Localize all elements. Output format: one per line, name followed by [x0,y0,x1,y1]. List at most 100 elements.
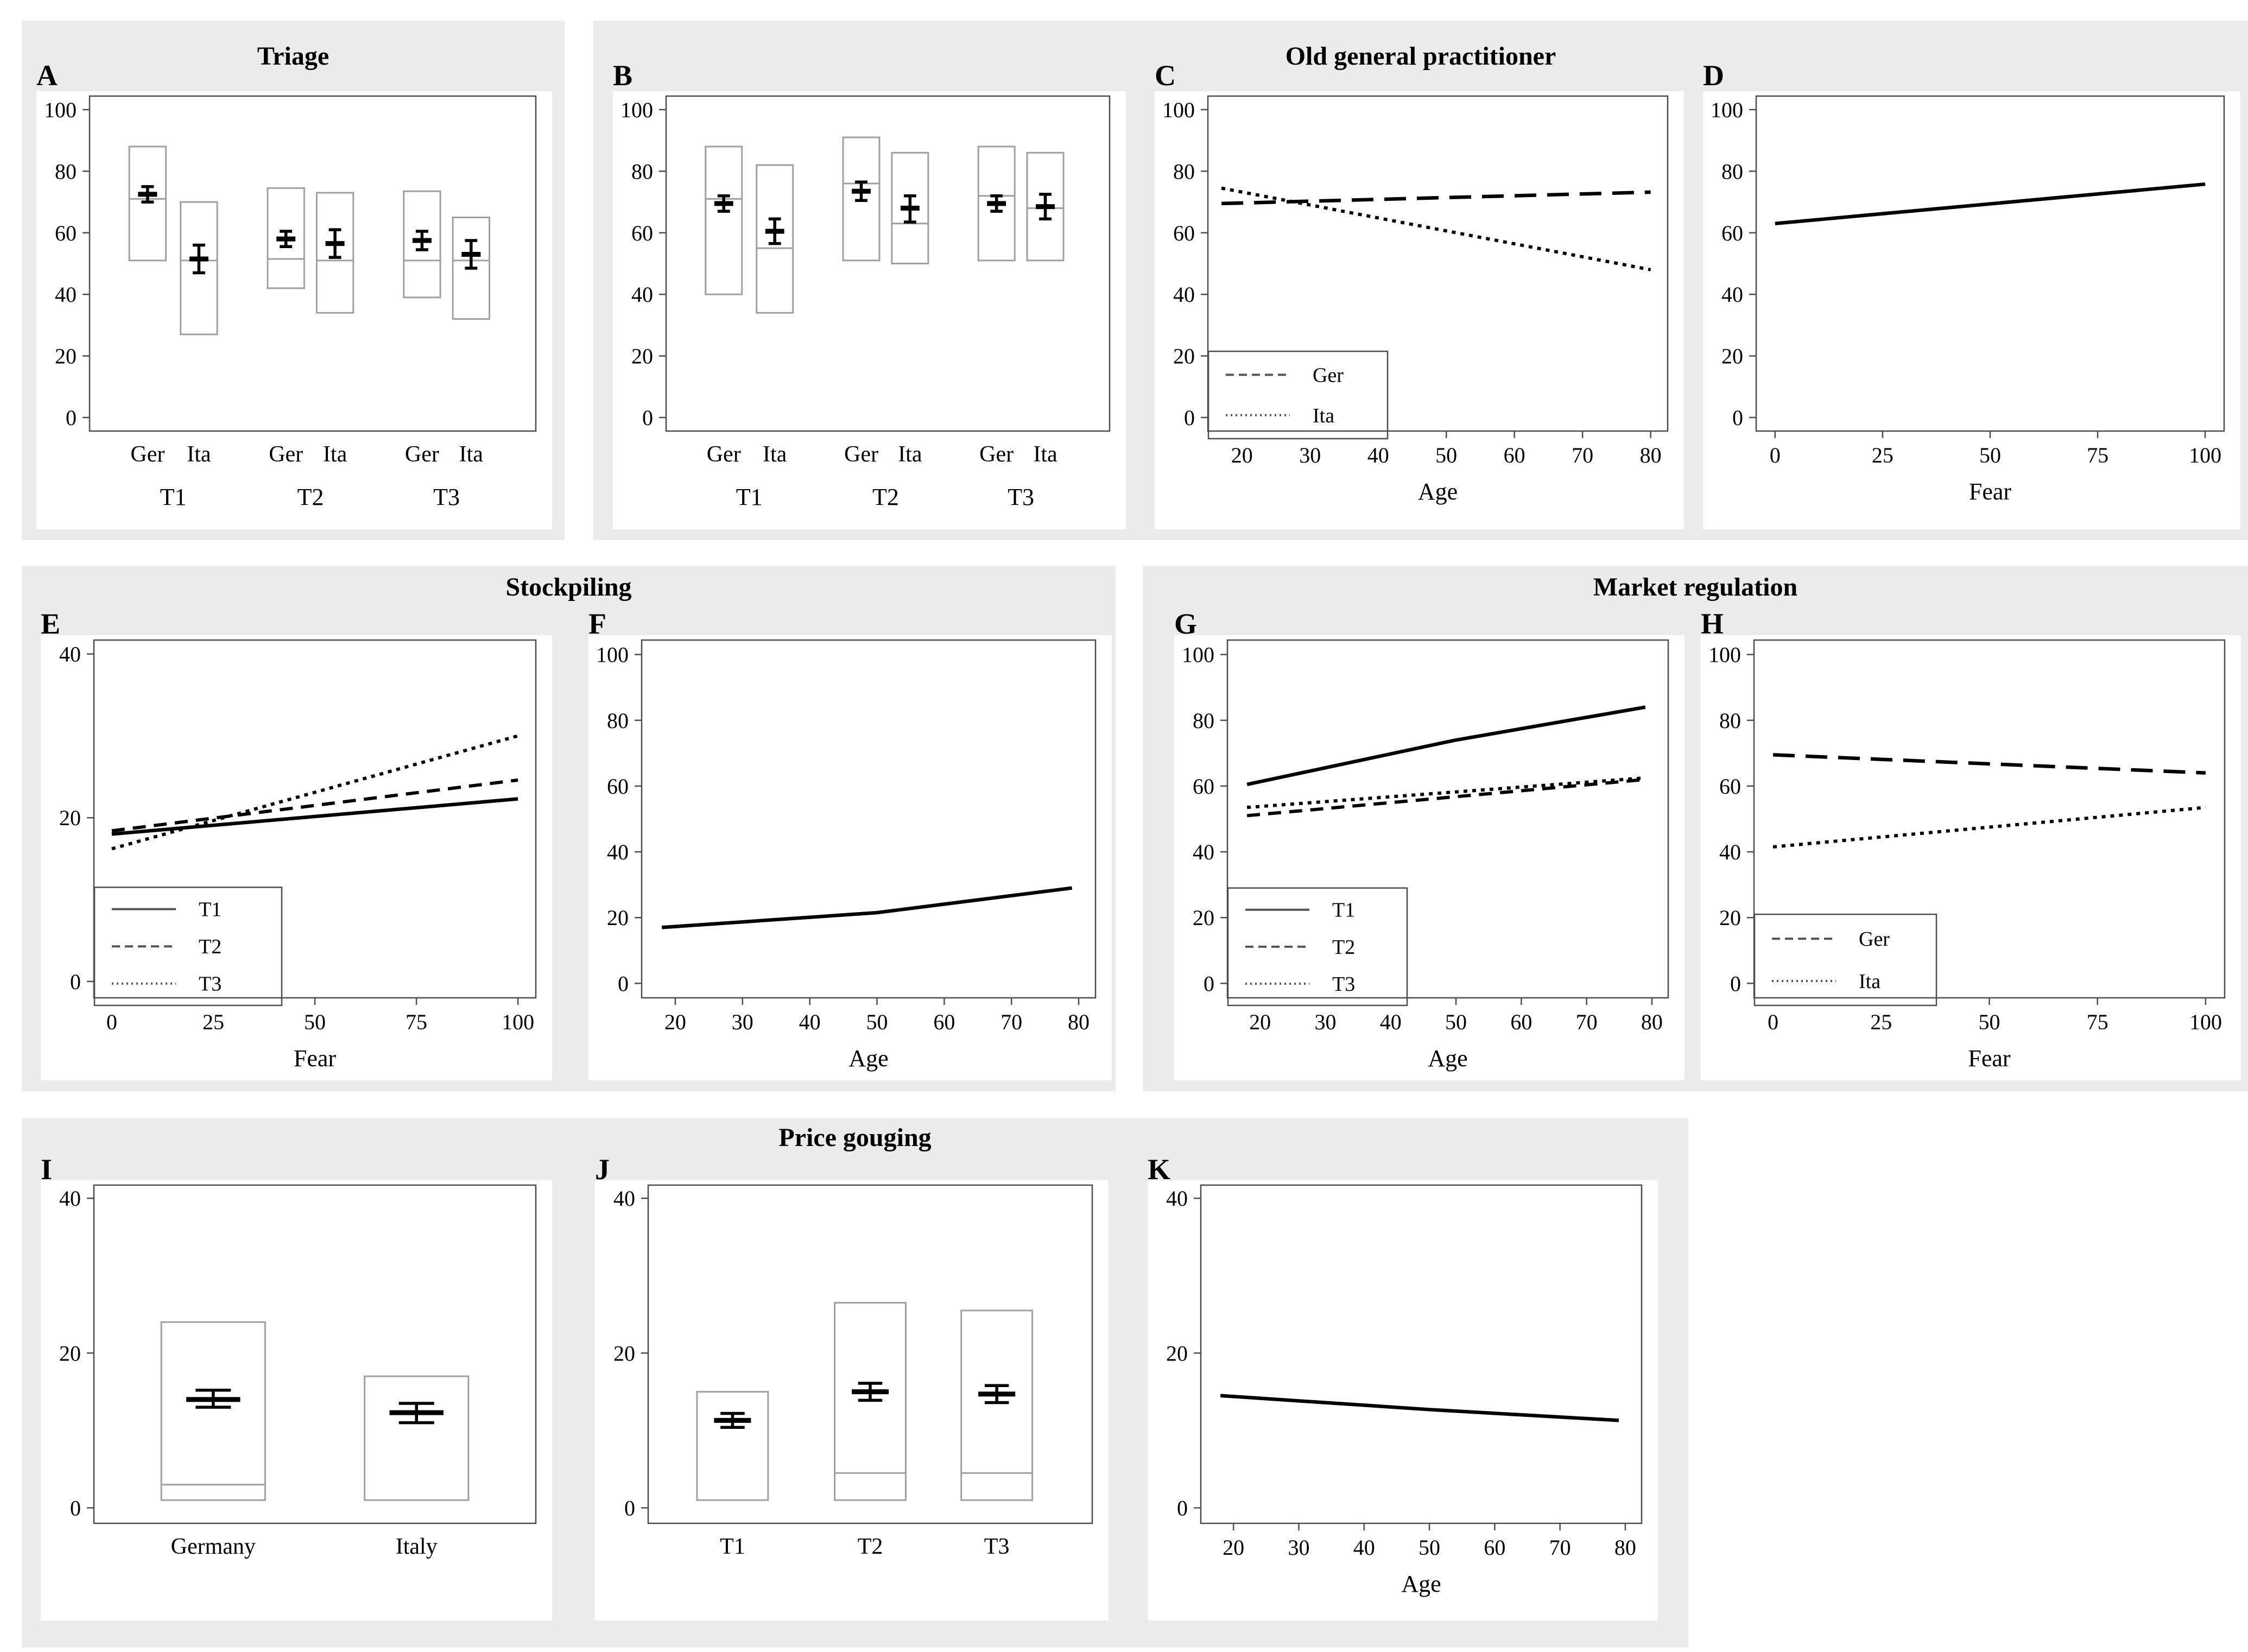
svg-text:Italy: Italy [396,1534,438,1559]
svg-text:60: 60 [933,1010,955,1034]
svg-text:70: 70 [1572,443,1593,467]
svg-text:100: 100 [1182,643,1214,667]
svg-text:Ita: Ita [763,442,787,467]
series-T3 [1246,776,1646,809]
svg-text:75: 75 [406,1010,427,1034]
svg-text:70: 70 [1000,1010,1022,1034]
svg-text:T3: T3 [1332,973,1355,996]
svg-text:Ita: Ita [323,442,347,467]
svg-text:80: 80 [55,159,77,183]
svg-text:Age: Age [1401,1571,1441,1597]
series-Ita [1772,806,2206,849]
svg-text:70: 70 [1576,1010,1598,1034]
svg-text:T2: T2 [199,935,221,958]
series-Ger [1221,190,1651,206]
svg-text:60: 60 [1510,1010,1532,1034]
svg-text:40: 40 [1367,443,1389,467]
svg-text:30: 30 [1288,1535,1309,1560]
svg-text:30: 30 [1299,443,1321,467]
panel-letter-F: F [588,607,606,640]
panel-letter-D: D [1703,59,1724,92]
svg-text:20: 20 [1166,1341,1188,1365]
svg-text:20: 20 [1223,1535,1244,1560]
svg-text:50: 50 [1979,1010,2000,1034]
panel-G-chart: 0 20 40 60 80 100 20 30 40 50 60 70 80 Age T1 T2 T3 [1174,635,1685,1080]
svg-text:60: 60 [1719,774,1741,799]
svg-text:Ger: Ger [844,442,878,467]
svg-text:60: 60 [631,221,653,245]
svg-text:30: 30 [1314,1010,1336,1034]
svg-text:0: 0 [70,970,81,994]
panel-letter-C: C [1155,59,1176,92]
series-all [1775,182,2206,226]
svg-text:0: 0 [642,406,653,430]
svg-text:T1: T1 [160,484,187,510]
svg-text:0: 0 [618,971,629,996]
svg-text:100: 100 [1162,98,1195,122]
svg-text:0: 0 [70,1496,81,1520]
svg-text:100: 100 [1708,643,1741,667]
svg-text:100: 100 [2189,443,2221,467]
panel-K-svg: 0 20 40 20 30 40 50 60 70 80 Age [1166,1184,1643,1597]
svg-text:T2: T2 [1332,936,1355,959]
series-T1 [111,797,518,836]
panel-J-chart: 0 20 40 T1 T2 T3 [595,1180,1109,1621]
svg-text:100: 100 [596,643,629,667]
series-Ita [1221,186,1651,271]
svg-text:80: 80 [631,159,653,183]
svg-text:20: 20 [1721,344,1743,369]
svg-text:40: 40 [1380,1010,1402,1034]
svg-text:80: 80 [1068,1010,1090,1034]
svg-text:25: 25 [1870,1010,1892,1034]
series-Ger [1772,753,2206,775]
svg-text:60: 60 [1193,774,1214,799]
svg-text:Ger: Ger [405,442,439,467]
svg-text:Age: Age [848,1045,888,1072]
panel-letter-B: B [613,59,633,92]
svg-text:40: 40 [613,1186,635,1211]
svg-text:60: 60 [1504,443,1525,467]
svg-text:20: 20 [59,806,81,830]
section-triage: Triage A 0 20 40 60 80 100 Ger Ita Ger Ita Ger Ita T… [22,21,565,540]
section-price-gouging: Price gouging I 0 20 40 Germany Italy J 0 20 4… [22,1118,1688,1648]
svg-text:Ger: Ger [130,442,164,467]
series-T3 [111,734,518,851]
panel-letter-J: J [595,1153,610,1186]
svg-text:Ger: Ger [707,442,741,467]
panel-H-chart: 0 20 40 60 80 100 0 25 50 75 100 Fear Ger Ita [1701,635,2241,1080]
svg-text:40: 40 [799,1010,821,1034]
svg-text:40: 40 [1721,282,1743,307]
svg-text:100: 100 [620,98,653,122]
svg-text:80: 80 [1719,708,1741,733]
svg-text:T1: T1 [720,1534,745,1559]
panel-letter-I: I [41,1153,53,1186]
panel-D-chart: 0 20 40 60 80 100 0 25 50 75 100 Fear [1703,91,2240,529]
svg-text:Ger: Ger [1859,928,1890,951]
svg-text:Ita: Ita [1859,970,1880,993]
svg-text:25: 25 [202,1010,224,1034]
section-title-triage: Triage [257,42,330,71]
panel-J-svg: 0 20 40 T1 T2 T3 [613,1184,1093,1559]
svg-text:100: 100 [44,98,77,122]
svg-text:0: 0 [1177,1496,1188,1520]
svg-text:20: 20 [1249,1010,1271,1034]
svg-text:80: 80 [1640,443,1662,467]
section-old-general-practitioner: Old general practitioner B 0 20 40 60 80 100 G… [593,21,2248,540]
svg-text:Ita: Ita [459,442,484,467]
svg-text:0: 0 [106,1010,117,1034]
svg-text:T1: T1 [199,898,221,921]
panel-K-chart: 0 20 40 20 30 40 50 60 70 80 Age [1148,1180,1658,1621]
panel-C-svg: 0 20 40 60 80 100 20 30 40 50 60 70 80 Age Ger Ita [1162,95,1669,505]
svg-text:40: 40 [55,282,77,307]
svg-text:T1: T1 [736,484,763,510]
section-title-price-gouging: Price gouging [778,1123,932,1152]
svg-text:80: 80 [1721,159,1743,183]
series-all [1220,1394,1619,1422]
panel-E-chart: 0 20 40 0 25 50 75 100 Fear T1 T2 T3 [41,635,552,1080]
svg-text:25: 25 [1872,443,1894,467]
panel-letter-A: A [36,59,58,92]
svg-text:60: 60 [55,221,77,245]
series-T2 [111,778,518,833]
